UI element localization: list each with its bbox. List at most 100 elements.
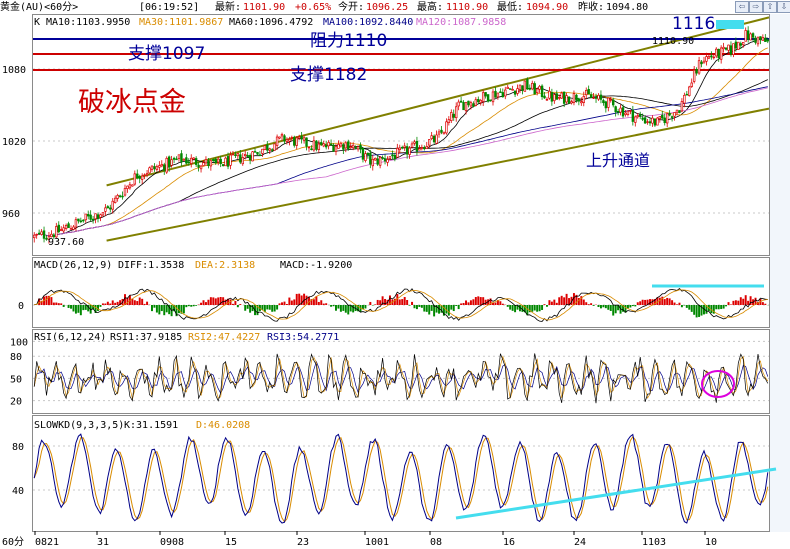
candle-body bbox=[180, 153, 183, 162]
candle-body bbox=[548, 90, 551, 99]
candle-body bbox=[499, 91, 502, 93]
candle-body bbox=[310, 148, 313, 151]
candle-body bbox=[744, 30, 747, 42]
open-label: 今开: bbox=[338, 0, 364, 13]
latest-value: 1101.90 bbox=[243, 2, 285, 13]
candle-body bbox=[592, 97, 595, 99]
candle-body bbox=[45, 238, 48, 240]
candle-body bbox=[661, 114, 664, 119]
candle-body bbox=[145, 173, 149, 176]
x-tick-label: 24 bbox=[574, 537, 586, 548]
candle-body bbox=[614, 106, 617, 113]
ma60-label: MA60:1096.4792 bbox=[229, 17, 313, 28]
rsi1-line bbox=[33, 353, 769, 404]
candle-body bbox=[567, 96, 571, 104]
candle-body bbox=[479, 99, 482, 104]
candle-body bbox=[64, 225, 68, 230]
candle-body bbox=[246, 155, 249, 157]
candle-body bbox=[538, 85, 541, 90]
rsi-tick-label: 100 bbox=[10, 337, 28, 348]
candle-body bbox=[481, 92, 485, 102]
candle-body bbox=[339, 142, 343, 147]
candle-body bbox=[746, 30, 750, 40]
candle-body bbox=[263, 145, 267, 150]
candle-body bbox=[329, 143, 333, 146]
candle-body bbox=[268, 148, 271, 151]
candle-body bbox=[526, 79, 529, 90]
candle-body bbox=[447, 119, 451, 123]
candle-body bbox=[72, 226, 75, 230]
candle-body bbox=[342, 144, 345, 150]
candle-body bbox=[381, 157, 384, 159]
candle-body bbox=[190, 157, 193, 164]
x-tick-label: 31 bbox=[97, 537, 109, 548]
kd-tick-label: 80 bbox=[12, 442, 24, 453]
candle-body bbox=[710, 55, 713, 58]
candle-body bbox=[172, 157, 176, 160]
candle-body bbox=[560, 92, 563, 99]
candle-body bbox=[484, 92, 487, 97]
candle-body bbox=[288, 139, 291, 142]
candle-body bbox=[224, 157, 227, 167]
candle-body bbox=[300, 136, 303, 140]
candle-body bbox=[445, 121, 448, 134]
candle-body bbox=[244, 154, 247, 157]
kd-d-value: D:46.0208 bbox=[196, 420, 250, 431]
ma30-line bbox=[34, 47, 768, 236]
candle-body bbox=[239, 154, 242, 163]
candle-body bbox=[140, 175, 144, 180]
candle-body bbox=[511, 88, 514, 91]
candle-body bbox=[565, 95, 568, 103]
candle-body bbox=[464, 102, 468, 112]
x-tick-label: 1103 bbox=[642, 537, 666, 548]
support-1182-label: 支撑1182 bbox=[290, 65, 367, 85]
candle-body bbox=[405, 146, 409, 155]
candle-body bbox=[351, 144, 355, 149]
price-tick-label: 1080 bbox=[2, 65, 26, 76]
candle-body bbox=[374, 157, 377, 161]
candle-body bbox=[494, 90, 497, 98]
nav-down-button[interactable]: ⇩ bbox=[777, 1, 790, 13]
candle-body bbox=[513, 90, 517, 95]
candle-body bbox=[665, 113, 669, 124]
candle-body bbox=[472, 103, 475, 107]
candle-body bbox=[597, 94, 600, 100]
macd-tick-label: 0 bbox=[18, 301, 24, 312]
candle-body bbox=[420, 147, 424, 149]
candle-body bbox=[197, 164, 200, 168]
candle-body bbox=[79, 220, 83, 223]
candle-body bbox=[364, 153, 367, 161]
candle-body bbox=[668, 113, 671, 116]
candle-body bbox=[474, 99, 478, 106]
candle-body bbox=[148, 167, 151, 174]
candle-body bbox=[403, 145, 406, 148]
candle-body bbox=[192, 157, 195, 160]
candle-body bbox=[428, 139, 431, 146]
candle-body bbox=[280, 133, 284, 137]
candle-body bbox=[518, 84, 522, 90]
candle-body bbox=[764, 37, 767, 42]
candle-body bbox=[67, 223, 70, 228]
candle-body bbox=[413, 141, 416, 144]
low-value: 1094.90 bbox=[526, 2, 568, 13]
x-tick-label: 08 bbox=[430, 537, 442, 548]
candle-body bbox=[226, 156, 230, 167]
nav-right-button[interactable]: ⇨ bbox=[749, 1, 763, 13]
candle-body bbox=[366, 152, 370, 155]
candle-body bbox=[486, 94, 490, 102]
candle-body bbox=[57, 224, 60, 233]
candle-body bbox=[99, 214, 102, 218]
candle-body bbox=[454, 106, 458, 119]
nav-up-button[interactable]: ⇧ bbox=[763, 1, 777, 13]
candle-body bbox=[692, 69, 696, 82]
candle-body bbox=[55, 226, 58, 238]
candle-body bbox=[177, 154, 181, 159]
candle-body bbox=[612, 99, 615, 106]
candle-body bbox=[558, 97, 561, 99]
prev-value: 1094.80 bbox=[606, 2, 648, 13]
candle-body bbox=[155, 166, 159, 170]
nav-left-button[interactable]: ⇦ bbox=[735, 1, 749, 13]
candle-body bbox=[749, 33, 752, 41]
candle-body bbox=[258, 154, 262, 157]
